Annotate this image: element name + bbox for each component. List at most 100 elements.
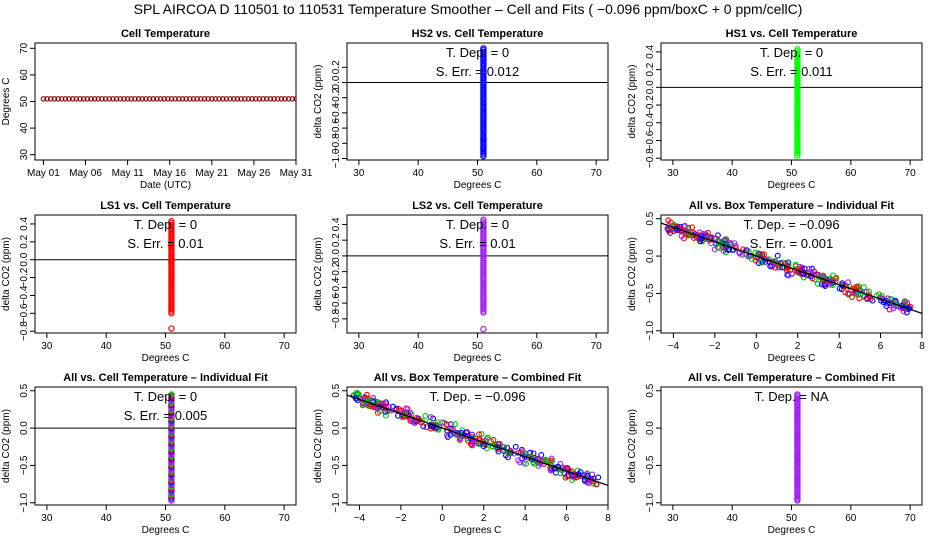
x-tick-label: 4 [836, 341, 842, 352]
x-tick-label: 60 [845, 513, 857, 524]
data-point [168, 325, 175, 332]
y-tick-label: 0.0 [331, 249, 342, 263]
x-tick-label: 50 [160, 341, 172, 352]
chart-panels: Cell Temperature May 01 May 06 May 11 May 16… [1, 28, 925, 536]
data-point [289, 96, 296, 102]
data-point [480, 325, 487, 333]
data-point [814, 280, 821, 287]
panel-cell-temperature: Cell Temperature May 01 May 06 May 11 May 16… [1, 28, 313, 191]
x-tick-label: 70 [279, 341, 291, 352]
x-tick-label: 70 [905, 513, 917, 524]
x-tick-label: −2 [395, 513, 407, 524]
x-tick-label: May 11 [112, 168, 144, 179]
data-point [538, 452, 545, 458]
y-tick-label: 40 [19, 122, 30, 134]
data-point [165, 96, 171, 102]
data-point [260, 96, 266, 102]
data-point [80, 96, 87, 102]
data-point [395, 406, 402, 412]
data-point [716, 245, 723, 251]
data-layer [35, 218, 296, 332]
data-point [285, 96, 292, 102]
data-point [220, 96, 226, 102]
data-point [836, 285, 843, 292]
y-tick-label: 0.4 [19, 217, 30, 231]
panel-all-vs-cell-individual: All vs. Cell Temperature – Individual Fi… [1, 372, 297, 536]
y-tick-label: −1.0 [331, 148, 342, 168]
data-point [794, 107, 801, 114]
data-point [794, 122, 801, 130]
data-point [794, 73, 801, 80]
y-tick-label: 0.2 [19, 234, 30, 248]
data-point [712, 235, 719, 242]
y-tick-label: 0.5 [331, 383, 342, 397]
fit-annotation: S. Err. = 0.011 [750, 64, 833, 79]
data-point [157, 96, 164, 102]
data-point [543, 457, 550, 464]
x-tick-label: 2 [795, 341, 801, 352]
data-point [761, 251, 768, 258]
data-point [194, 96, 200, 102]
x-tick-label: 60 [531, 168, 543, 179]
plot-frame [34, 42, 297, 161]
x-tick-label: 60 [219, 341, 231, 352]
data-point [752, 249, 759, 256]
panel-all-vs-cell-combined: All vs. Cell Temperature – Combined Fit 3… [627, 372, 923, 536]
data-point [755, 260, 762, 267]
x-tick-label: 40 [101, 513, 113, 524]
x-tick-label: 8 [919, 341, 925, 352]
x-tick-label: 70 [279, 513, 291, 524]
data-point [161, 96, 167, 102]
panel-all-vs-box-individual: All vs. Box Temperature – Individual Fit… [627, 200, 925, 364]
x-tick-label: 0 [440, 513, 446, 524]
fit-annotation: T. Dep. = −0.096 [743, 217, 839, 232]
data-point [128, 96, 135, 102]
data-point [748, 256, 755, 262]
data-point [895, 302, 902, 309]
data-point [794, 144, 801, 151]
plot-frame [660, 214, 923, 334]
data-point [794, 47, 801, 55]
data-point [190, 96, 197, 102]
y-tick-label: 0.2 [331, 60, 342, 74]
data-point [452, 421, 458, 428]
data-point [231, 96, 237, 102]
data-point [198, 96, 204, 102]
data-point [132, 96, 138, 102]
data-point [776, 264, 783, 271]
data-point [794, 391, 801, 398]
data-point [205, 96, 211, 102]
data-point [110, 96, 116, 102]
x-tick-label: 6 [564, 513, 570, 524]
data-point [794, 99, 801, 106]
data-point [469, 442, 476, 449]
data-point [794, 93, 801, 100]
data-point [866, 288, 872, 295]
data-point [278, 96, 285, 102]
data-point [91, 96, 98, 102]
data-point [168, 219, 175, 227]
data-point [794, 57, 801, 65]
data-point [84, 96, 91, 102]
data-point [40, 96, 47, 102]
figure-title: SPL AIRCOA D 110501 to 110531 Temperatur… [134, 1, 803, 17]
data-point [527, 449, 534, 456]
data-point [444, 428, 451, 435]
panel-title: HS2 vs. Cell Temperature [412, 28, 544, 40]
data-layer [347, 389, 608, 488]
data-point [794, 120, 801, 128]
data-point [154, 96, 160, 102]
y-tick-label: 0.4 [331, 217, 342, 231]
data-point [794, 111, 801, 118]
data-point [794, 103, 801, 110]
data-point [183, 96, 189, 102]
data-point [476, 431, 482, 438]
x-axis-label: Degrees C [454, 525, 502, 536]
data-point [363, 391, 370, 398]
data-point [176, 96, 182, 102]
data-point [794, 97, 801, 104]
y-tick-label: 0.5 [645, 383, 656, 397]
